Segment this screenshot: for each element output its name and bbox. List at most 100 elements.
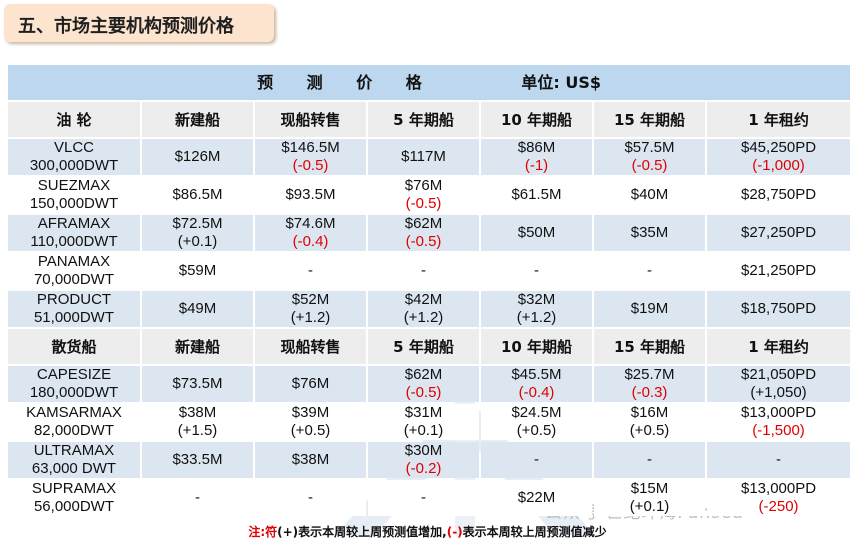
column-header: 15 年期船	[594, 102, 705, 137]
vessel-dwt: 150,000DWT	[29, 195, 119, 212]
section-title-box: 五、市场主要机构预测价格	[4, 4, 274, 42]
price-value: $30M	[404, 442, 443, 459]
table-row: KAMSARMAX 82,000DWT $38M (+1.5) $39M (+0.5) $3…	[8, 404, 851, 440]
footnote-decrease: 表示本周较上周预测值减少	[462, 525, 607, 539]
price-value: $28,750PD	[741, 186, 817, 203]
price-value: $38M	[291, 451, 330, 468]
price-change: (+1.2)	[290, 309, 331, 326]
column-header: 1 年租约	[707, 329, 851, 364]
price-cell: $40M	[594, 177, 705, 213]
price-value: -	[534, 262, 539, 279]
price-cell: -	[481, 253, 592, 289]
price-value: $126M	[174, 148, 221, 165]
price-value: $86.5M	[172, 186, 223, 203]
price-change: (+0.5)	[629, 422, 670, 439]
price-cell: $86M (-1)	[481, 139, 592, 175]
price-change: (+0.1)	[629, 498, 670, 515]
price-cell: $76M	[255, 366, 366, 402]
price-change: (-0.2)	[405, 460, 442, 477]
price-value: $22M	[517, 489, 556, 506]
table-row: SUEZMAX 150,000DWT $86.5M $93.5M $76M (-0.5) $…	[8, 177, 851, 213]
vessel-dwt: 70,000DWT	[33, 271, 115, 288]
price-cell: $76M (-0.5)	[368, 177, 479, 213]
price-forecast-table: 预 测 价 格 单位: US$ 油 轮新建船 现船转售 5 年期船 10 年期船 15 …	[6, 63, 852, 518]
price-cell: $62M (-0.5)	[368, 215, 479, 251]
price-cell: $22M	[481, 480, 592, 516]
vessel-type-cell: SUPRAMAX 56,000DWT	[8, 480, 140, 516]
column-header: 现船转售	[255, 102, 366, 137]
table-row: PRODUCT 51,000DWT $49M $52M (+1.2) $42M (+1.2)…	[8, 291, 851, 327]
price-value: -	[421, 262, 426, 279]
price-value: -	[776, 451, 782, 468]
price-value: $50M	[517, 224, 556, 241]
price-change: (+0.1)	[403, 422, 444, 439]
price-cell: -	[594, 253, 705, 289]
price-value: $39M	[291, 404, 330, 421]
vessel-type-cell: CAPESIZE 180,000DWT	[8, 366, 140, 402]
vessel-type: SUPRAMAX	[31, 480, 117, 497]
price-value: $16M	[630, 404, 669, 421]
price-cell: -	[594, 442, 705, 478]
column-header: 5 年期船	[368, 102, 479, 137]
price-change: (-1,500)	[752, 422, 805, 439]
vessel-type: SUEZMAX	[37, 177, 111, 194]
vessel-type: PRODUCT	[36, 291, 112, 308]
price-value: $76M	[404, 177, 443, 194]
price-cell: $74.6M (-0.4)	[255, 215, 366, 251]
price-value: $52M	[291, 291, 330, 308]
vessel-dwt: 82,000DWT	[33, 422, 115, 439]
vessel-type: AFRAMAX	[37, 215, 111, 232]
price-value: $146.5M	[281, 139, 340, 156]
price-cell: $61.5M	[481, 177, 592, 213]
price-value: -	[308, 489, 313, 506]
price-value: $45.5M	[511, 366, 562, 383]
column-header: 10 年期船	[481, 329, 592, 364]
price-cell: $35M	[594, 215, 705, 251]
vessel-type: VLCC	[53, 139, 94, 156]
price-value: $73.5M	[172, 375, 223, 392]
price-cell: $38M (+1.5)	[142, 404, 253, 440]
price-cell: -	[255, 480, 366, 516]
price-value: $49M	[178, 300, 217, 317]
column-header: 1 年租约	[707, 102, 851, 137]
table-row: SUPRAMAX 56,000DWT - - - $22M $15M (+0.1) $13,00…	[8, 480, 851, 516]
column-header: 10 年期船	[481, 102, 592, 137]
price-change: (-0.5)	[292, 157, 329, 174]
price-value: $93.5M	[285, 186, 336, 203]
price-cell: $57.5M (-0.5)	[594, 139, 705, 175]
table-row: AFRAMAX 110,000DWT $72.5M (+0.1) $74.6M (-0.4…	[8, 215, 851, 251]
price-change: (-0.5)	[405, 195, 442, 212]
price-change: (-1)	[524, 157, 549, 174]
section-label: 油 轮	[8, 102, 140, 137]
section-header-row: 散货船 新建船 现船转售 5 年期船 10 年期船 15 年期船 1 年租约	[8, 329, 851, 364]
price-value: $18,750PD	[741, 300, 817, 317]
price-cell: -	[707, 442, 851, 478]
price-cell: $86.5M	[142, 177, 253, 213]
price-cell: $25.7M (-0.3)	[594, 366, 705, 402]
price-value: -	[647, 262, 652, 279]
price-cell: $73.5M	[142, 366, 253, 402]
price-change: (-0.5)	[405, 233, 442, 250]
footnote: 注:符(+)表示本周较上周预测值增加,(-)表示本周较上周预测值减少	[0, 523, 855, 540]
price-change: (-0.3)	[631, 384, 668, 401]
section-header-row: 油 轮新建船 现船转售 5 年期船 10 年期船 15 年期船 1 年租约	[8, 102, 851, 137]
price-cell: -	[368, 253, 479, 289]
table-row: VLCC 300,000DWT $126M $146.5M (-0.5) $117M $86…	[8, 139, 851, 175]
price-value: $27,250PD	[741, 224, 817, 241]
footnote-plus: (+)	[277, 525, 299, 539]
price-cell: $117M	[368, 139, 479, 175]
price-cell: $42M (+1.2)	[368, 291, 479, 327]
section-title: 五、市场主要机构预测价格	[18, 16, 234, 37]
vessel-type-cell: KAMSARMAX 82,000DWT	[8, 404, 140, 440]
column-header: 新建船	[142, 329, 253, 364]
price-change: (-0.5)	[405, 384, 442, 401]
column-header: 5 年期船	[368, 329, 479, 364]
vessel-type-cell: ULTRAMAX 63,000 DWT	[8, 442, 140, 478]
price-cell: $19M	[594, 291, 705, 327]
price-cell: $18,750PD	[707, 291, 851, 327]
footnote-minus: (-)	[446, 525, 463, 539]
price-value: $45,250PD	[741, 139, 817, 156]
price-value: $38M	[178, 404, 217, 421]
vessel-dwt: 51,000DWT	[33, 309, 115, 326]
price-change: (+0.1)	[177, 233, 218, 250]
